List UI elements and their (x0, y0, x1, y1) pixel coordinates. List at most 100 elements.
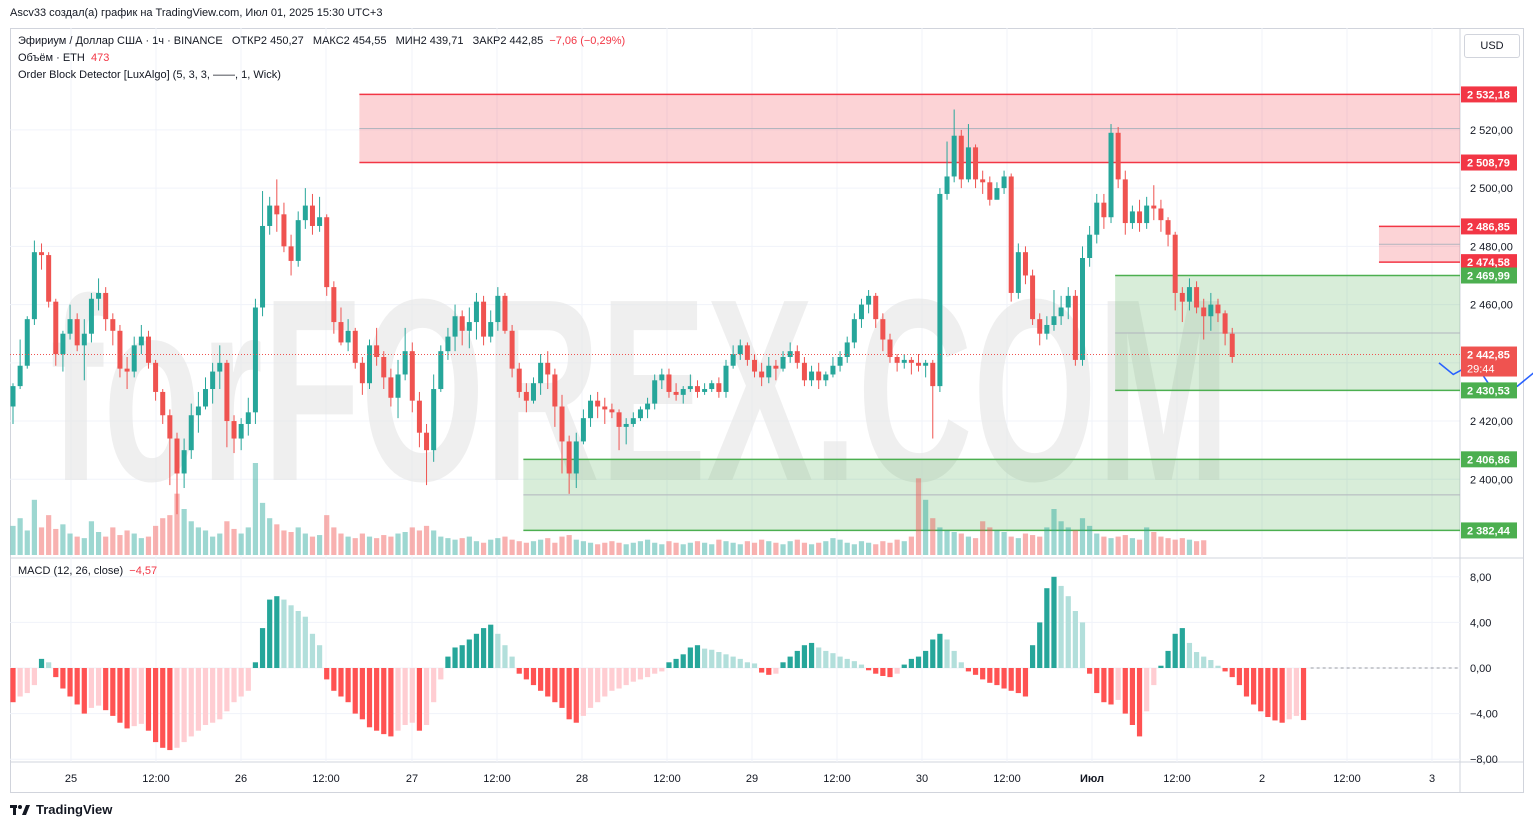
candle-body (252, 307, 258, 413)
macd-bar (1101, 668, 1107, 703)
macd-bar (737, 658, 743, 668)
volume-bar (274, 524, 280, 555)
candle-body (317, 217, 323, 226)
candle-body (645, 403, 651, 410)
candle-body (1215, 304, 1221, 314)
macd-bar (302, 616, 308, 668)
candle-body (1172, 234, 1178, 293)
macd-bar (274, 596, 280, 668)
volume-value: 473 (90, 52, 110, 64)
macd-bar (188, 668, 194, 737)
candle-body (830, 365, 836, 375)
candle-body (359, 362, 365, 384)
price-label: 2 406,86 (1467, 454, 1510, 466)
candle-body (1222, 313, 1228, 334)
candle-body (887, 339, 893, 357)
macd-bar (1129, 668, 1136, 725)
time-tick: 12:00 (1333, 773, 1361, 785)
volume-bar (958, 533, 964, 555)
candle-body (602, 406, 608, 410)
macd-bar (388, 668, 394, 737)
volume-bar (602, 542, 608, 555)
macd-bar (901, 664, 907, 668)
macd-bar (994, 668, 1000, 686)
candle-body (965, 147, 971, 180)
macd-bar (687, 647, 693, 668)
macd-bar (10, 668, 16, 703)
candle-body (1194, 287, 1200, 308)
candle-body (509, 330, 515, 369)
time-axis: 25 12:00 26 12:00 27 12:00 28 12:00 29 12:00 30 12:… (65, 773, 1435, 785)
macd-bar (1158, 665, 1164, 668)
volume-bar (345, 536, 351, 555)
macd-tick: 0,00 (1470, 663, 1491, 675)
indicator-legend: Order Block Detector [LuxAlgo] (5, 3, 3,… (18, 69, 281, 81)
tradingview-logo[interactable]: TradingView (10, 802, 112, 817)
macd-bar (937, 633, 943, 668)
candle-body (1201, 307, 1207, 317)
volume-bar (103, 536, 109, 555)
candle-body (837, 357, 843, 366)
volume-bar (238, 533, 244, 555)
time-tick: 27 (406, 773, 418, 785)
macd-bar (773, 668, 779, 674)
macd-bar (1222, 668, 1228, 672)
macd-bar (666, 662, 672, 668)
candle-body (46, 255, 52, 302)
volume-bar (288, 532, 294, 555)
candle-body (609, 409, 615, 413)
macd-bar (381, 668, 387, 735)
candle-body (958, 135, 964, 180)
volume-bar (915, 478, 922, 555)
time-tick: 25 (65, 773, 77, 785)
volume-bar (751, 542, 758, 555)
candle-body (481, 301, 487, 337)
macd-bar (1286, 668, 1292, 720)
volume-bar (1015, 538, 1021, 555)
macd-bar (1122, 668, 1128, 714)
volume-bar (53, 528, 59, 555)
candle-body (951, 135, 957, 177)
candle-body (17, 365, 23, 387)
macd-bar (858, 664, 865, 668)
volume-bar (1186, 539, 1193, 555)
volume-bar (181, 509, 187, 555)
macd-bar (1115, 668, 1121, 700)
volume-bar (965, 536, 972, 555)
candle-body (459, 316, 465, 331)
candle-body (288, 246, 294, 261)
candle-body (588, 400, 594, 419)
volume-bar (445, 538, 451, 555)
macd-bar (1001, 668, 1007, 689)
volume-bar (873, 544, 879, 555)
volume-bar (131, 533, 137, 555)
candle-body (816, 371, 822, 381)
time-tick: 28 (576, 773, 588, 785)
macd-bar (1265, 668, 1271, 718)
volume-bar (1029, 535, 1036, 555)
candle-body (573, 441, 579, 474)
macd-bar (31, 668, 37, 686)
macd-bar (652, 668, 658, 674)
macd-bar (844, 658, 850, 668)
macd-bar (623, 668, 629, 686)
close-value: ЗАКР2 442,85 (472, 35, 544, 47)
currency-button[interactable]: USD (1464, 34, 1520, 58)
volume-bar (730, 542, 736, 555)
time-tick: 12:00 (142, 773, 170, 785)
volume-bar (138, 538, 144, 555)
macd-bar (459, 645, 465, 668)
volume-bar (473, 541, 480, 555)
gridlines (10, 28, 1523, 792)
volume-bar (559, 536, 565, 555)
candle-body (1101, 202, 1107, 218)
macd-bar (402, 668, 408, 725)
macd-bar (331, 668, 337, 691)
volume-bar (509, 539, 515, 555)
candle-body (851, 319, 857, 343)
macd-bar (167, 668, 173, 751)
volume-bar (1136, 539, 1143, 555)
time-tick: 3 (1429, 773, 1435, 785)
macd-bar (573, 668, 579, 723)
